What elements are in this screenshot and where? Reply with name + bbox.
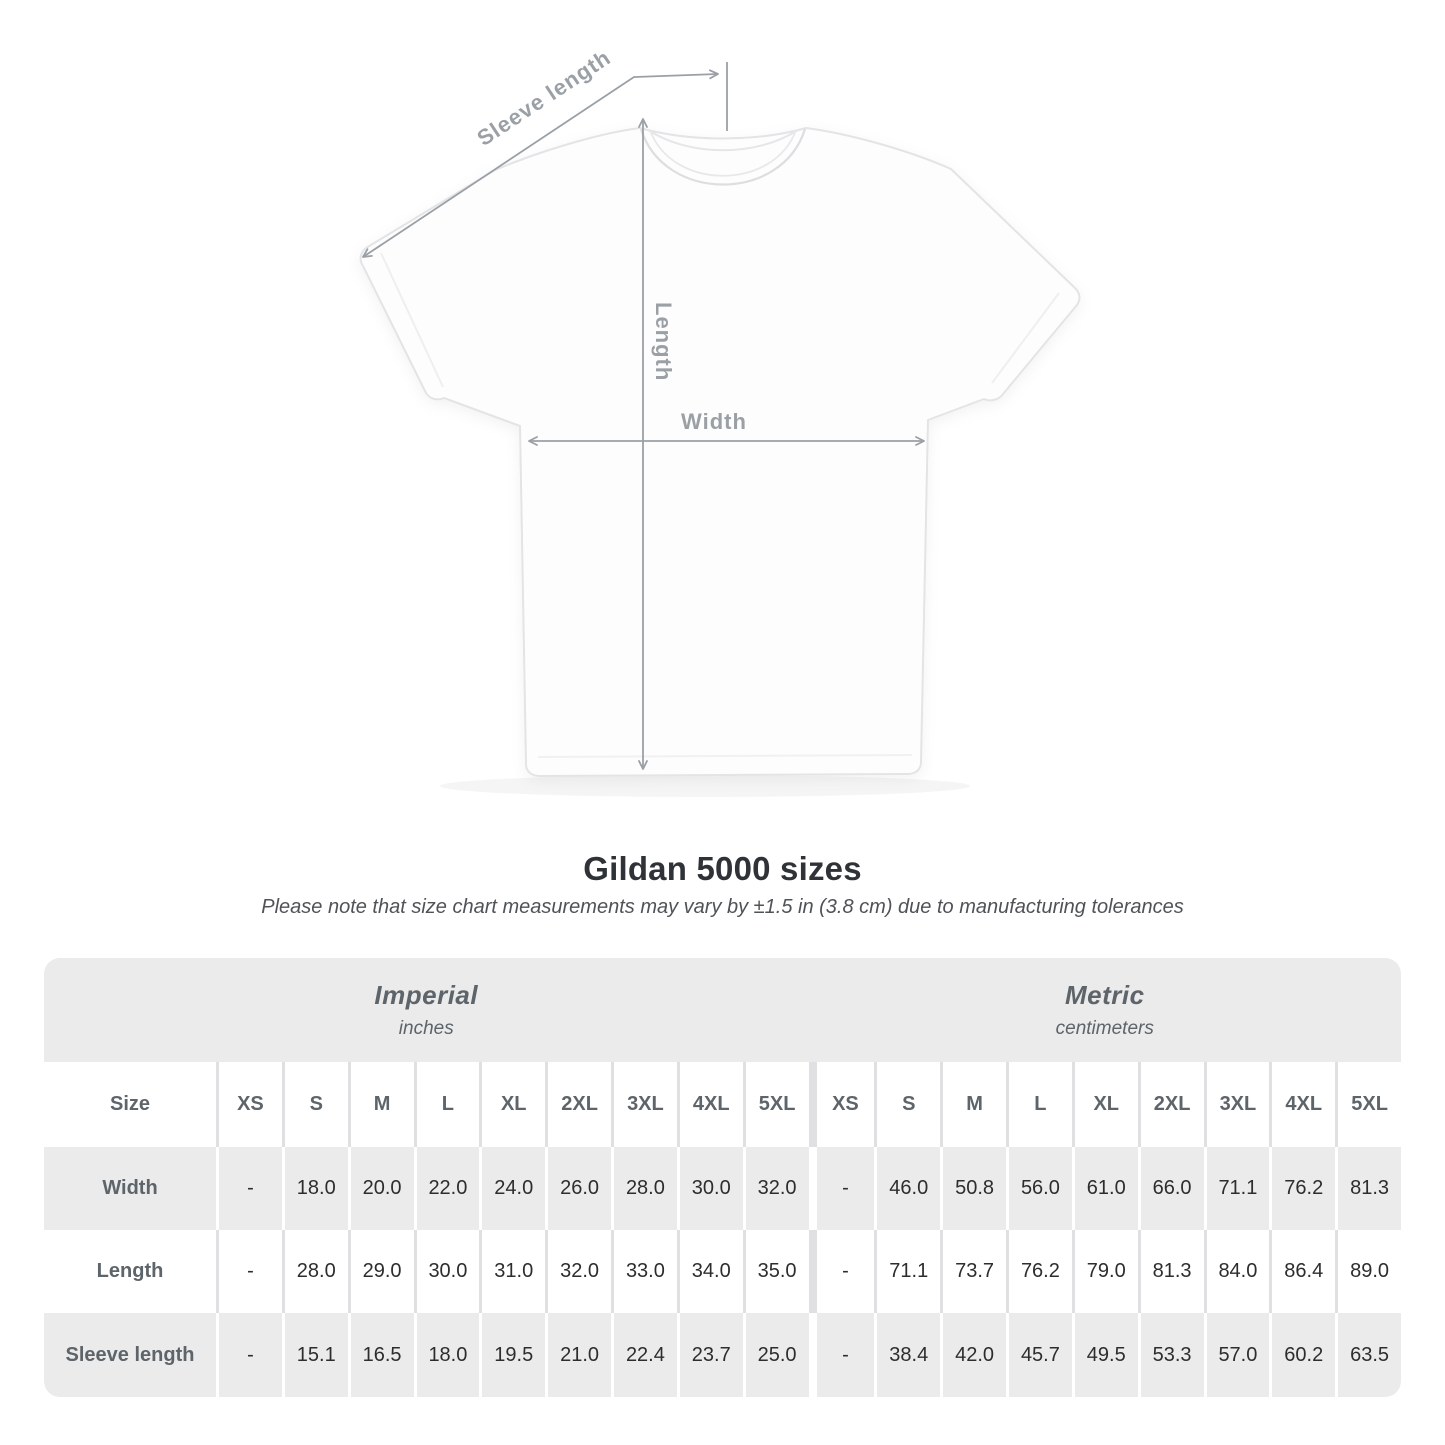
table-cell: 63.5 xyxy=(1335,1313,1401,1397)
imperial-section-header: Imperial inches xyxy=(44,958,809,1062)
table-cell: 56.0 xyxy=(1006,1147,1072,1230)
size-col-header: XL xyxy=(479,1062,545,1147)
size-col-header: 2XL xyxy=(545,1062,611,1147)
size-col-header: 3XL xyxy=(611,1062,677,1147)
table-cell: - xyxy=(808,1147,875,1230)
size-col-header: XS xyxy=(216,1062,282,1147)
length-label: Length xyxy=(651,302,676,381)
table-cell: 20.0 xyxy=(347,1147,414,1230)
metric-section-header: Metric centimeters xyxy=(808,958,1401,1062)
table-cell: 18.0 xyxy=(281,1147,348,1230)
table-cell: 73.7 xyxy=(940,1230,1006,1313)
table-cell: 71.1 xyxy=(874,1230,940,1313)
table-cell: 30.0 xyxy=(413,1230,480,1313)
size-col-header: 5XL xyxy=(742,1062,809,1147)
table-cell: 16.5 xyxy=(347,1313,414,1397)
table-cell: 38.4 xyxy=(874,1313,941,1397)
table-cell: 76.2 xyxy=(1006,1230,1072,1313)
size-col-header: 4XL xyxy=(676,1062,743,1147)
table-cell: 21.0 xyxy=(545,1313,611,1397)
imperial-section-label: Imperial xyxy=(374,980,479,1010)
size-col-header: 4XL xyxy=(1269,1062,1335,1147)
table-cell: 71.1 xyxy=(1203,1147,1270,1230)
table-cell: - xyxy=(216,1230,282,1313)
size-col-header: XS xyxy=(808,1062,875,1147)
tshirt-shape xyxy=(359,127,1081,777)
table-cell: 45.7 xyxy=(1006,1313,1072,1397)
table-cell: 32.0 xyxy=(742,1147,809,1230)
left-sleeve-stitch xyxy=(380,252,444,388)
size-col-header: XL xyxy=(1071,1062,1138,1147)
table-cell: 22.0 xyxy=(413,1147,480,1230)
size-col-header: 3XL xyxy=(1203,1062,1270,1147)
table-cell: - xyxy=(808,1230,875,1313)
size-corner-header: Size xyxy=(109,1093,151,1115)
size-col-header: S xyxy=(874,1062,940,1147)
table-cell: 24.0 xyxy=(479,1147,546,1230)
size-col-header: 2XL xyxy=(1137,1062,1204,1147)
table-cell: 57.0 xyxy=(1203,1313,1270,1397)
table-cell: 84.0 xyxy=(1203,1230,1270,1313)
table-cell: 22.4 xyxy=(611,1313,677,1397)
table-cell: 42.0 xyxy=(940,1313,1006,1397)
table-cell: 23.7 xyxy=(676,1313,743,1397)
metric-section-unit: centimeters xyxy=(1055,1018,1154,1039)
table-cell: 15.1 xyxy=(281,1313,348,1397)
size-col-header: M xyxy=(940,1062,1006,1147)
row-label: Width xyxy=(44,1147,216,1230)
table-cell: - xyxy=(808,1313,875,1397)
sleeve-length-arrow xyxy=(362,69,719,258)
size-col-header: L xyxy=(413,1062,480,1147)
width-label: Width xyxy=(681,409,747,434)
table-cell: 26.0 xyxy=(545,1147,611,1230)
table-cell: 53.3 xyxy=(1137,1313,1204,1397)
table-cell: 49.5 xyxy=(1071,1313,1138,1397)
hem-stitch xyxy=(537,754,913,758)
size-table: Imperial inches Metric centimeters Size X… xyxy=(44,958,1401,1397)
table-cell: 31.0 xyxy=(479,1230,545,1313)
table-cell: 66.0 xyxy=(1137,1147,1204,1230)
row-label: Sleeve length xyxy=(44,1313,216,1397)
size-col-header: 5XL xyxy=(1335,1062,1401,1147)
table-cell: 50.8 xyxy=(940,1147,1006,1230)
size-col-header: M xyxy=(347,1062,414,1147)
table-cell: 33.0 xyxy=(611,1230,677,1313)
table-cell: 89.0 xyxy=(1335,1230,1401,1313)
table-cell: - xyxy=(216,1147,282,1230)
table-cell: 28.0 xyxy=(281,1230,348,1313)
table-cell: 86.4 xyxy=(1269,1230,1335,1313)
table-cell: 76.2 xyxy=(1269,1147,1336,1230)
metric-section-label: Metric xyxy=(1064,980,1145,1010)
page-title: Gildan 5000 sizes xyxy=(583,850,862,887)
row-label: Length xyxy=(96,1260,164,1282)
table-cell: 79.0 xyxy=(1071,1230,1138,1313)
shirt-ground-shadow xyxy=(440,775,970,797)
table-cell: 30.0 xyxy=(676,1147,743,1230)
table-cell: 18.0 xyxy=(413,1313,480,1397)
table-cell: 25.0 xyxy=(742,1313,809,1397)
table-cell: 46.0 xyxy=(874,1147,941,1230)
table-cell: 28.0 xyxy=(611,1147,677,1230)
table-cell: 19.5 xyxy=(479,1313,546,1397)
table-cell: 81.3 xyxy=(1335,1147,1401,1230)
table-cell: 34.0 xyxy=(676,1230,743,1313)
right-sleeve-stitch xyxy=(991,292,1060,384)
size-col-header: L xyxy=(1006,1062,1072,1147)
table-cell: 32.0 xyxy=(545,1230,611,1313)
size-col-header: S xyxy=(281,1062,348,1147)
imperial-section-unit: inches xyxy=(398,1018,454,1039)
table-cell: 35.0 xyxy=(742,1230,809,1313)
table-cell: 61.0 xyxy=(1071,1147,1138,1230)
sleeve-length-label: Sleeve length xyxy=(472,45,615,151)
tshirt-diagram: Sleeve length Length Width xyxy=(359,44,1081,797)
tolerance-disclaimer: Please note that size chart measurements… xyxy=(261,896,1184,918)
table-cell: 81.3 xyxy=(1137,1230,1204,1313)
table-cell: 29.0 xyxy=(347,1230,414,1313)
table-cell: - xyxy=(216,1313,282,1397)
table-cell: 60.2 xyxy=(1269,1313,1336,1397)
